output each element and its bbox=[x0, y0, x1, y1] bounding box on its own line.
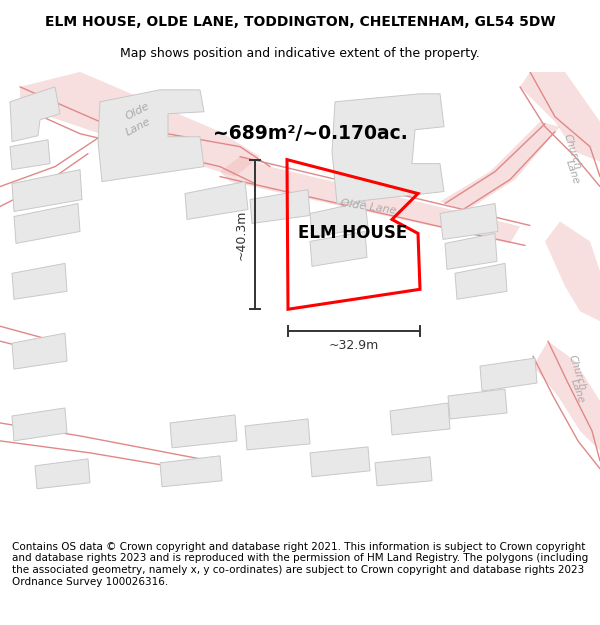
Text: Lane: Lane bbox=[563, 158, 581, 185]
Text: Lane: Lane bbox=[568, 378, 586, 404]
Polygon shape bbox=[185, 182, 248, 219]
Text: Map shows position and indicative extent of the property.: Map shows position and indicative extent… bbox=[120, 48, 480, 61]
Text: ~32.9m: ~32.9m bbox=[329, 339, 379, 352]
Polygon shape bbox=[455, 263, 507, 299]
Polygon shape bbox=[332, 94, 444, 204]
Polygon shape bbox=[440, 122, 560, 211]
Polygon shape bbox=[12, 169, 82, 211]
Polygon shape bbox=[250, 189, 310, 224]
Text: ELM HOUSE, OLDE LANE, TODDINGTON, CHELTENHAM, GL54 5DW: ELM HOUSE, OLDE LANE, TODDINGTON, CHELTE… bbox=[44, 14, 556, 29]
Polygon shape bbox=[520, 72, 600, 162]
Polygon shape bbox=[545, 221, 600, 321]
Text: Olde: Olde bbox=[124, 101, 152, 122]
Text: Olde Lane: Olde Lane bbox=[340, 198, 397, 216]
Polygon shape bbox=[310, 231, 367, 266]
Polygon shape bbox=[310, 447, 370, 477]
Polygon shape bbox=[10, 87, 60, 142]
Text: Lane: Lane bbox=[124, 116, 152, 138]
Polygon shape bbox=[160, 456, 222, 487]
Text: Church: Church bbox=[566, 354, 587, 392]
Polygon shape bbox=[375, 457, 432, 486]
Polygon shape bbox=[448, 389, 507, 419]
Polygon shape bbox=[12, 333, 67, 369]
Polygon shape bbox=[445, 234, 497, 269]
Text: Contains OS data © Crown copyright and database right 2021. This information is : Contains OS data © Crown copyright and d… bbox=[12, 542, 588, 587]
Polygon shape bbox=[35, 459, 90, 489]
Polygon shape bbox=[10, 140, 50, 169]
Text: ~689m²/~0.170ac.: ~689m²/~0.170ac. bbox=[212, 124, 407, 143]
Polygon shape bbox=[12, 408, 67, 441]
Polygon shape bbox=[12, 263, 67, 299]
Text: Church: Church bbox=[562, 132, 583, 171]
Text: ELM HOUSE: ELM HOUSE bbox=[298, 224, 407, 243]
Polygon shape bbox=[170, 415, 237, 448]
Text: ~40.3m: ~40.3m bbox=[235, 209, 248, 259]
Polygon shape bbox=[480, 358, 537, 391]
Polygon shape bbox=[98, 90, 204, 182]
Polygon shape bbox=[533, 341, 600, 451]
Polygon shape bbox=[20, 72, 260, 177]
Polygon shape bbox=[440, 204, 498, 239]
Polygon shape bbox=[14, 204, 80, 243]
Polygon shape bbox=[245, 419, 310, 450]
Polygon shape bbox=[220, 157, 520, 243]
Polygon shape bbox=[310, 201, 368, 238]
Polygon shape bbox=[390, 403, 450, 435]
